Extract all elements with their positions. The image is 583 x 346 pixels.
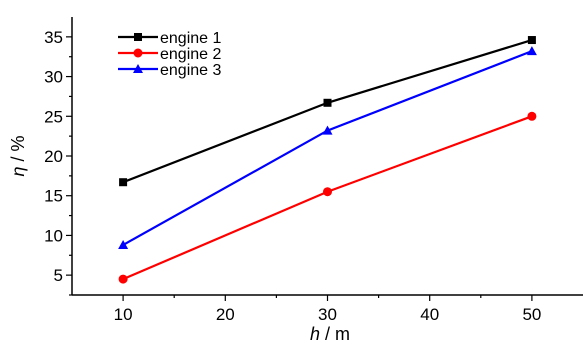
series-3 bbox=[118, 46, 537, 249]
series-1 bbox=[119, 36, 536, 187]
axes-ticks: 10 20 30 40 50 5 10 15 20 25 30 35 bbox=[44, 28, 541, 324]
x-tick-label: 20 bbox=[216, 305, 235, 324]
y-tick-label: 25 bbox=[44, 107, 63, 126]
y-tick-label: 20 bbox=[44, 147, 63, 166]
y-tick-label: 35 bbox=[44, 28, 63, 47]
data-point bbox=[322, 125, 333, 135]
legend-label: engine 1 bbox=[160, 30, 221, 47]
series-2 bbox=[118, 111, 537, 284]
legend-item-3: engine 3 bbox=[118, 62, 221, 79]
y-axis-title: η / % bbox=[8, 135, 28, 176]
y-axis-variable: η bbox=[8, 167, 28, 177]
data-point bbox=[134, 33, 142, 41]
data-point bbox=[526, 46, 537, 56]
data-point bbox=[118, 239, 129, 249]
y-tick-label: 30 bbox=[44, 68, 63, 87]
series-layer bbox=[118, 36, 537, 284]
x-tick-label: 40 bbox=[420, 305, 439, 324]
x-tick-label: 30 bbox=[318, 305, 337, 324]
data-point bbox=[119, 178, 128, 187]
series-line bbox=[122, 50, 533, 246]
data-point bbox=[527, 36, 536, 45]
y-axis-unit: / % bbox=[8, 135, 28, 166]
data-point bbox=[323, 187, 332, 197]
x-axis-title: h / m bbox=[310, 324, 350, 344]
x-tick-label: 50 bbox=[522, 305, 541, 324]
y-tick-label: 15 bbox=[44, 187, 63, 206]
data-point bbox=[118, 274, 128, 284]
data-point bbox=[133, 64, 143, 73]
legend-item-2: engine 2 bbox=[118, 46, 221, 63]
legend-item-1: engine 1 bbox=[118, 30, 221, 47]
x-axis-unit: / m bbox=[320, 324, 350, 344]
series-line bbox=[122, 115, 533, 281]
legend-label: engine 2 bbox=[160, 46, 221, 63]
x-axis-variable: h bbox=[310, 324, 320, 344]
data-point bbox=[133, 48, 143, 58]
data-point bbox=[323, 98, 332, 107]
data-point bbox=[527, 111, 537, 121]
legend-label: engine 3 bbox=[160, 62, 221, 79]
y-tick-label: 5 bbox=[54, 266, 63, 285]
y-tick-label: 10 bbox=[44, 226, 63, 245]
x-tick-label: 10 bbox=[114, 305, 133, 324]
